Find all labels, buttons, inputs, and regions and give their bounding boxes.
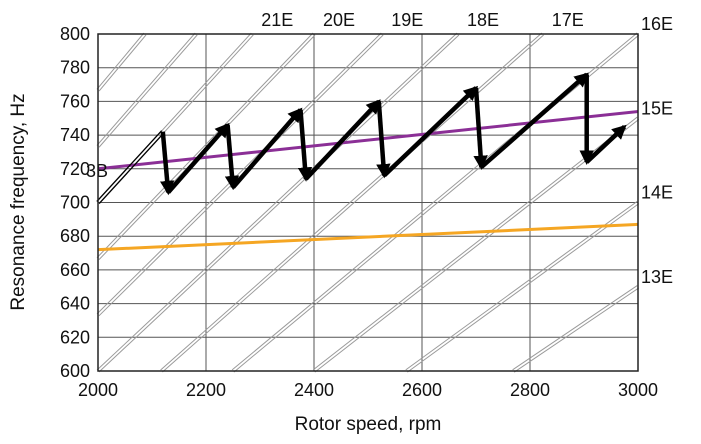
order-label-top: 21E: [261, 10, 293, 30]
trajectory-arrow: [585, 124, 627, 164]
trajectory-arrow: [297, 109, 313, 182]
y-tick-label: 680: [60, 226, 90, 246]
order-line-23e: [98, 34, 147, 92]
trajectory-arrow: [224, 124, 240, 191]
trajectory-arrow: [231, 107, 303, 189]
order-label-right: 16E: [641, 14, 673, 34]
y-tick-label: 700: [60, 193, 90, 213]
order-line-17e: [162, 34, 544, 373]
trajectory-arrow: [166, 122, 230, 194]
annotation-line: [98, 132, 165, 205]
y-axis-title: Resonance frequency, Hz: [8, 93, 29, 310]
trajectory-arrow: [376, 101, 391, 179]
order-line-18e: [98, 34, 460, 373]
order-line-19e: [96, 32, 382, 315]
y-tick-label: 740: [60, 125, 90, 145]
annotation-3b: 3B: [86, 130, 165, 205]
order-line-13e: [512, 285, 638, 371]
annotation-label: 3B: [86, 161, 108, 181]
order-label-top: 20E: [323, 10, 355, 30]
x-tick-label: 2800: [510, 380, 550, 400]
y-tick-label: 720: [60, 159, 90, 179]
trajectory-arrow: [304, 99, 381, 181]
order-labels: 21E 20E 19E 18E 17E 16E 15E 14E 13E: [261, 10, 673, 287]
trajectory-arrow: [473, 87, 488, 170]
order-line-14e: [405, 200, 638, 371]
x-tick-label: 2600: [402, 380, 442, 400]
x-tick-labels: 2000 2200 2400 2600 2800 3000: [78, 380, 658, 400]
y-tick-label: 800: [60, 24, 90, 44]
y-tick-label: 760: [60, 91, 90, 111]
y-tick-label: 600: [60, 361, 90, 381]
trajectory-arrow: [160, 131, 175, 196]
trajectory-arrow: [479, 72, 589, 169]
order-line-22e: [98, 34, 198, 148]
order-label-right: 13E: [641, 267, 673, 287]
series: [97, 72, 639, 252]
order-line-17e: [160, 32, 543, 371]
trajectory-arrow: [382, 85, 479, 178]
order-line-20e: [96, 32, 314, 259]
order-line-14e: [407, 203, 640, 373]
order-label-top: 18E: [467, 10, 499, 30]
x-tick-label: 2200: [186, 380, 226, 400]
y-tick-labels: 600 620 640 660 680 700 720 740 760 780 800: [60, 24, 90, 381]
order-label-right: 15E: [641, 98, 673, 118]
y-tick-label: 660: [60, 260, 90, 280]
order-label-right: 14E: [641, 183, 673, 203]
annotation-line: [96, 130, 163, 202]
order-line-18e: [96, 32, 458, 371]
order-line-13e: [513, 287, 640, 373]
grid: [97, 33, 639, 372]
order-line-22e: [96, 32, 196, 146]
x-tick-label: 2000: [78, 380, 118, 400]
series-line-1: [97, 222, 639, 252]
order-line-23e: [96, 32, 145, 90]
plot-frame: [97, 33, 639, 372]
y-tick-label: 620: [60, 327, 90, 347]
series-line-0: [97, 110, 639, 171]
x-tick-label: 3000: [618, 380, 658, 400]
y-tick-label: 640: [60, 294, 90, 314]
x-axis-title: Rotor speed, rpm: [295, 414, 442, 435]
x-tick-label: 2400: [294, 380, 334, 400]
order-label-top: 17E: [552, 10, 584, 30]
order-label-top: 19E: [391, 10, 423, 30]
order-line-16e: [233, 34, 640, 373]
y-tick-label: 780: [60, 58, 90, 78]
